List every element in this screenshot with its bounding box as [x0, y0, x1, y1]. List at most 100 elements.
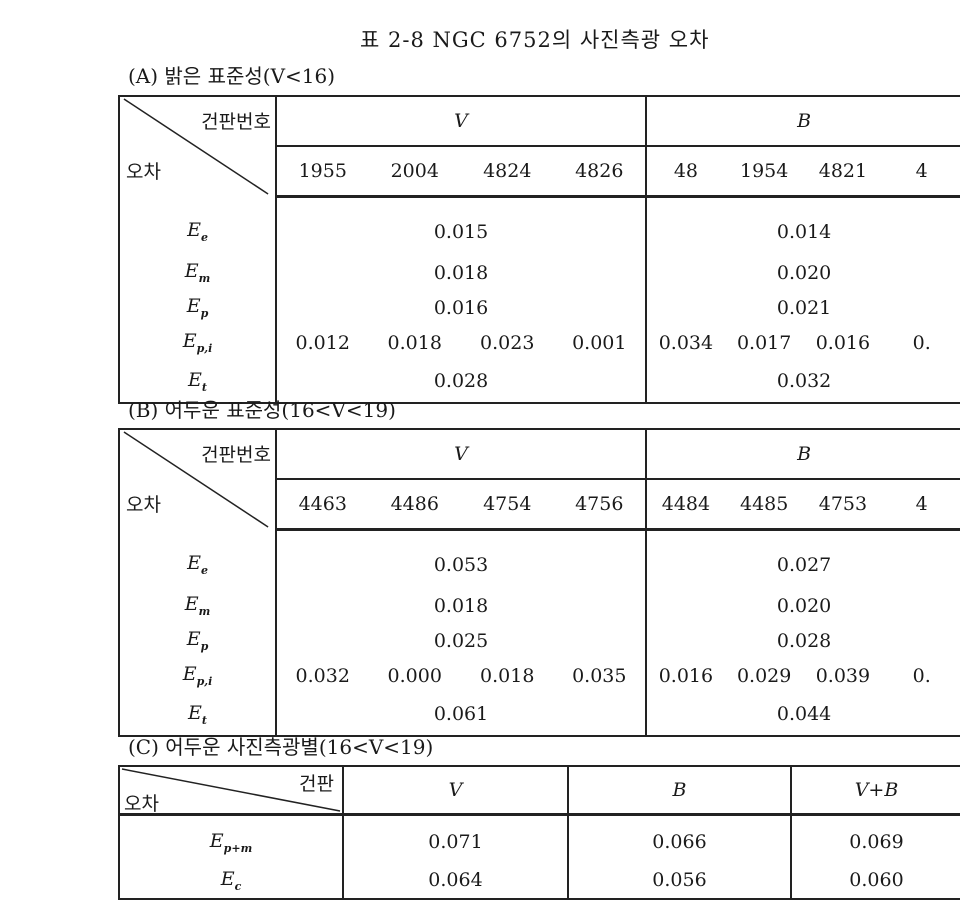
- plate-number: 4: [882, 146, 960, 198]
- table-row: Em 0.018 0.020: [118, 255, 960, 290]
- column-header: V: [343, 765, 569, 816]
- value-cell: 0.061: [276, 693, 647, 737]
- value-cell: 0.060: [791, 862, 960, 900]
- value-cell: 0.066: [568, 814, 792, 862]
- value-cell: 0.071: [343, 814, 569, 862]
- group-b: B: [645, 428, 960, 480]
- value-cell: 0.: [912, 664, 931, 687]
- plate-number: 4: [882, 479, 960, 531]
- value-cell: 0.039: [815, 664, 871, 687]
- plate-number: 4485: [724, 479, 804, 531]
- error-symbol: Ee: [118, 196, 277, 255]
- plate-number: 4754: [461, 479, 554, 531]
- plate-number: 4826: [553, 146, 647, 198]
- value-cell: 0.018: [433, 261, 489, 284]
- value-cell: 0.001: [572, 331, 627, 354]
- corner-header: 건판번호 오차: [118, 95, 277, 196]
- table-row: Ep,i 0.012 0.018 0.023 0.001 0.034 0.017 0.016 0…: [118, 325, 960, 360]
- diagonal-divider: [121, 768, 341, 812]
- corner-header: 건판 오차: [118, 765, 344, 816]
- table-row: Ep+m 0.071 0.066 0.069: [118, 814, 960, 862]
- value-cell: 0.018: [433, 594, 489, 617]
- plate-number: 2004: [368, 146, 461, 198]
- plate-number: 4821: [803, 146, 883, 198]
- a-table-grid: 건판번호 오차 V B 1955 2004 4824 4826 48 1954 4821 4 E…: [118, 95, 960, 404]
- value-cell: 0.064: [343, 862, 569, 900]
- table-row: Ep,i 0.032 0.000 0.018 0.035 0.016 0.029 0.039 0…: [118, 658, 960, 693]
- group-v: V: [276, 428, 647, 480]
- error-symbol: Ep,i: [118, 658, 277, 693]
- table-title: 표 2-8 NGC 6752의 사진측광 오차: [360, 28, 710, 52]
- value-cell: 0.012: [295, 331, 350, 354]
- error-symbol: Ep,i: [118, 325, 277, 360]
- table-row: Ep 0.025 0.028: [118, 623, 960, 658]
- diagonal-divider: [123, 431, 269, 528]
- plate-number-label: 건판번호: [201, 444, 271, 466]
- value-cell: 0.032: [295, 664, 350, 687]
- value-cell: 0.069: [849, 831, 904, 853]
- value-cell: 0.016: [815, 331, 871, 354]
- error-symbol: Ep: [118, 290, 277, 325]
- value-cell: 0.021: [645, 290, 960, 325]
- error-label: 오차: [126, 161, 161, 183]
- error-symbol: Ep: [118, 623, 277, 658]
- diagonal-divider: [123, 98, 269, 195]
- error-symbol: Em: [118, 588, 277, 623]
- plate-number: 48: [645, 146, 725, 198]
- error-symbol: Ee: [118, 529, 277, 588]
- corner-header: 건판번호 오차: [118, 428, 277, 529]
- value-cell: 0.032: [645, 360, 960, 404]
- plate-number: 4484: [645, 479, 725, 531]
- value-cell: 0.020: [645, 255, 960, 290]
- c-table-grid: 건판 오차 V B V+B Ep+m 0.071 0.066 0.069 Ec 0.064 0.05…: [118, 765, 960, 900]
- b-table-grid: 건판번호 오차 V B 4463 4486 4754 4756 4484 4485 4753…: [118, 428, 960, 737]
- value-cell: 0.016: [645, 658, 725, 693]
- group-b: B: [645, 95, 960, 147]
- value-cell: 0.018: [387, 331, 442, 354]
- plate-number: 4486: [368, 479, 461, 531]
- value-cell: 0.027: [645, 529, 960, 588]
- value-cell: 0.018: [480, 664, 535, 687]
- value-cell: 0.025: [433, 629, 489, 652]
- column-header: V+B: [791, 765, 960, 816]
- value-cell: 0.020: [645, 588, 960, 623]
- table-row: Ep 0.016 0.021: [118, 290, 960, 325]
- plate-number: 4463: [276, 479, 369, 531]
- group-v: V: [276, 95, 647, 147]
- value-cell: 0.023: [480, 331, 535, 354]
- plate-number: 4753: [803, 479, 883, 531]
- value-cell: 0.000: [387, 664, 442, 687]
- table-row: Ec 0.064 0.056 0.060: [118, 862, 960, 900]
- value-cell: 0.016: [433, 296, 489, 319]
- plate-number: 1955: [276, 146, 369, 198]
- plate-number: 4824: [461, 146, 554, 198]
- error-symbol: Ep+m: [118, 814, 344, 862]
- value-cell: 0.: [912, 331, 931, 354]
- value-cell: 0.053: [433, 554, 489, 577]
- error-symbol: Et: [118, 360, 277, 404]
- value-cell: 0.017: [736, 331, 792, 354]
- error-label: 오차: [124, 793, 159, 815]
- section-c-label: (C) 어두운 사진측광별(16<V<19): [128, 735, 434, 759]
- value-cell: 0.034: [645, 325, 725, 360]
- value-cell: 0.044: [645, 693, 960, 737]
- table-row: Ee 0.053 0.027: [118, 529, 960, 588]
- value-cell: 0.035: [572, 664, 627, 687]
- error-symbol: Ec: [118, 862, 344, 900]
- error-symbol: Et: [118, 693, 277, 737]
- section-a-label: (A) 밝은 표준성(V<16): [128, 64, 336, 88]
- value-cell: 0.029: [736, 664, 792, 687]
- section-b-label: (B) 어두운 표준성(16<V<19): [128, 398, 396, 422]
- table-row: Em 0.018 0.020: [118, 588, 960, 623]
- plate-number: 4756: [553, 479, 647, 531]
- value-cell: 0.028: [276, 360, 647, 404]
- value-cell: 0.056: [568, 862, 792, 900]
- error-label: 오차: [126, 494, 161, 516]
- table-row: Et 0.061 0.044: [118, 693, 960, 737]
- plate-number-label: 건판번호: [201, 111, 271, 133]
- table-row: Et 0.028 0.032: [118, 360, 960, 404]
- value-cell: 0.014: [645, 196, 960, 255]
- column-header: B: [568, 765, 792, 816]
- value-cell: 0.015: [433, 221, 489, 244]
- plate-number: 1954: [724, 146, 804, 198]
